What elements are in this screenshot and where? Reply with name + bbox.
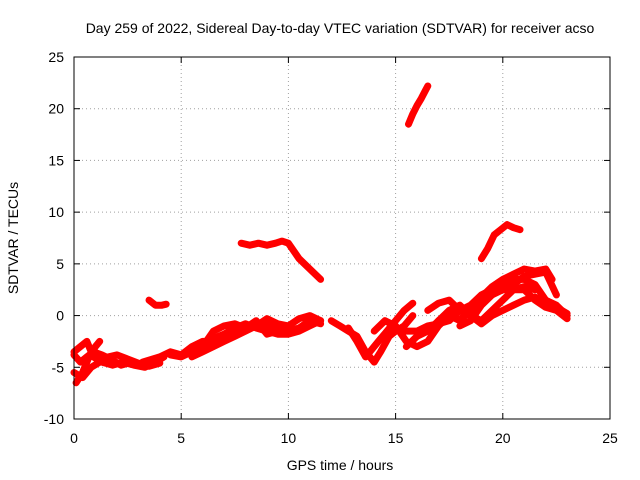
x-tick-label: 5 — [177, 430, 185, 446]
series-trace-19 — [405, 82, 432, 128]
x-tick-label: 25 — [602, 430, 618, 446]
series-trace-3 — [70, 348, 147, 370]
x-tick-label: 10 — [281, 430, 297, 446]
tick-labels: 0 5 10 15 20 25 -10 -5 0 5 10 15 20 25 — [44, 49, 618, 446]
y-tick-label: 0 — [56, 308, 64, 324]
series-trace-10 — [237, 237, 325, 283]
y-tick-label: 25 — [48, 49, 64, 65]
series-trace-20 — [477, 221, 524, 263]
ticks — [73, 56, 611, 420]
series-trace-4 — [72, 337, 104, 387]
chart-title: Day 259 of 2022, Sidereal Day-to-day VTE… — [86, 20, 595, 36]
x-tick-label: 0 — [70, 430, 78, 446]
series-trace-18 — [456, 268, 560, 330]
series-trace-5 — [145, 296, 170, 309]
y-axis-title: SDTVAR / TECUs — [5, 182, 21, 294]
y-tick-label: 5 — [56, 256, 64, 272]
x-tick-label: 15 — [388, 430, 404, 446]
series-trace-16 — [424, 293, 571, 328]
y-tick-label: -5 — [52, 359, 65, 375]
series-trace-12 — [344, 299, 417, 361]
x-tick-label: 20 — [495, 430, 511, 446]
series-trace-9 — [199, 317, 282, 351]
y-tick-label: 15 — [48, 152, 64, 168]
y-tick-label: -10 — [44, 411, 64, 427]
x-axis-title: GPS time / hours — [287, 457, 394, 473]
y-tick-label: 20 — [48, 101, 64, 117]
series-layer — [70, 82, 571, 387]
plot-frame — [73, 56, 611, 420]
y-tick-label: 10 — [48, 204, 64, 220]
grid-lines — [74, 57, 610, 419]
